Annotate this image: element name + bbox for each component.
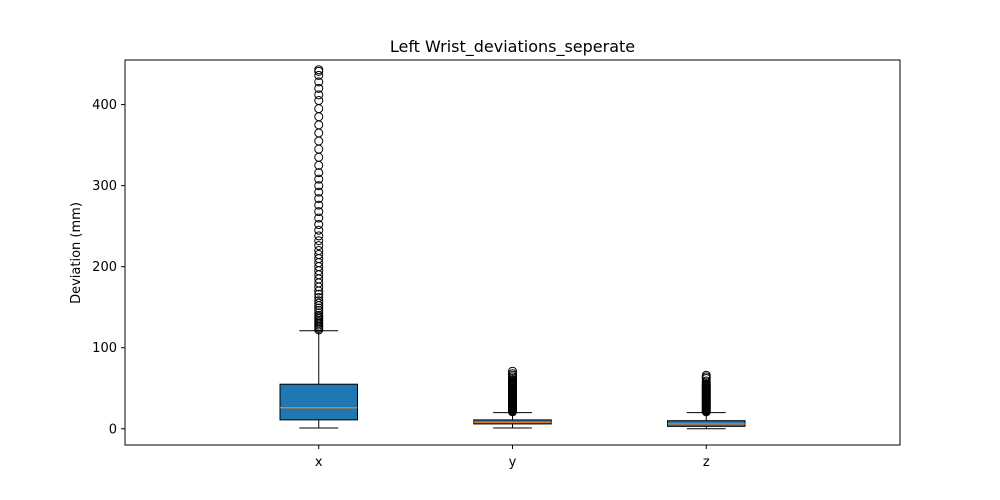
outlier-point (314, 90, 324, 100)
outlier-point (314, 70, 324, 80)
outlier-point (314, 292, 324, 302)
y-tick-label: 0 (109, 422, 117, 437)
outlier-point (508, 366, 517, 376)
outlier-point (314, 83, 324, 93)
outlier-point (508, 369, 517, 379)
outlier-point (314, 298, 324, 308)
outlier-point (314, 96, 324, 106)
y-tick-label: 100 (92, 341, 117, 356)
outlier-point (314, 231, 324, 241)
outlier-point (314, 187, 324, 197)
outlier-point (314, 303, 324, 313)
y-tick-label: 200 (92, 260, 117, 275)
outlier-point (314, 65, 324, 75)
outlier-point (314, 181, 324, 191)
outlier-point (314, 207, 324, 217)
x-tick-label: x (315, 455, 323, 470)
outlier-point (314, 174, 324, 184)
x-tick-label: y (509, 455, 517, 470)
chart-title: Left Wrist_deviations_seperate (390, 37, 635, 57)
plot-area: 0 100 200 300 400 x y z (92, 59, 901, 470)
y-axis-label: Deviation (mm) (69, 202, 84, 304)
outlier-point (314, 213, 324, 223)
outlier-point (701, 370, 711, 380)
outlier-point (314, 236, 324, 246)
outlier-point (314, 168, 324, 178)
outlier-point (314, 220, 324, 230)
y-tick-label: 300 (92, 179, 117, 194)
outlier-point (314, 245, 324, 255)
outlier-point (314, 200, 324, 210)
x-tick-label: z (703, 455, 710, 470)
outlier-point (314, 194, 324, 204)
box-x (279, 383, 358, 421)
outlier-point (314, 241, 324, 251)
outlier-point (314, 289, 324, 299)
outlier-point (314, 250, 324, 260)
outlier-point (314, 305, 324, 315)
outlier-point (314, 308, 324, 318)
outlier-point (314, 310, 324, 320)
outlier-point (314, 296, 324, 306)
outlier-point (314, 77, 324, 87)
outlier-point (701, 376, 711, 386)
y-tick-label: 400 (92, 98, 117, 113)
outlier-point (314, 225, 324, 235)
